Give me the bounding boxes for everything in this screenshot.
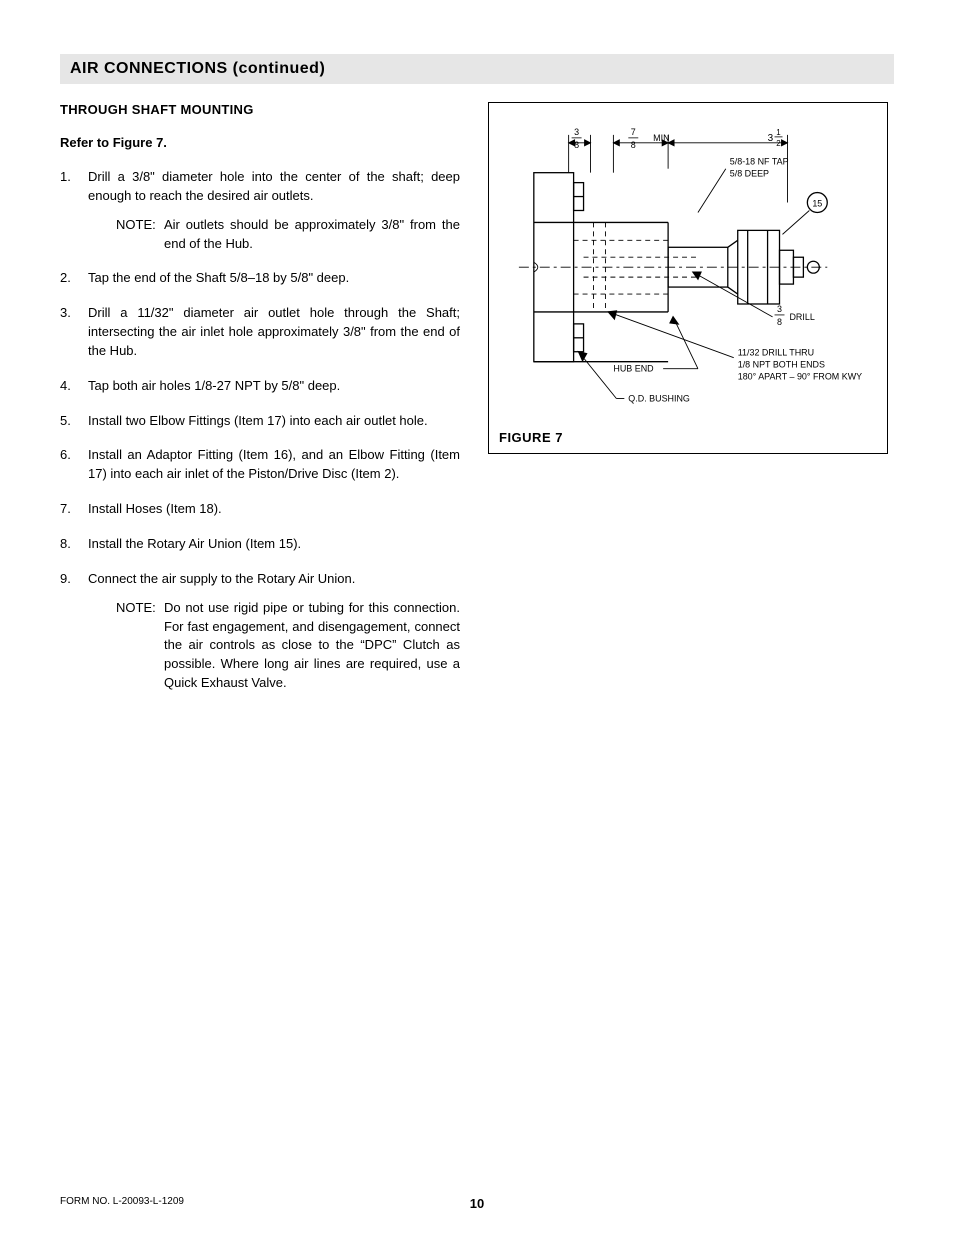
- refer-line: Refer to Figure 7.: [60, 135, 460, 150]
- step-item: Install the Rotary Air Union (Item 15).: [60, 535, 460, 554]
- step-note: NOTE:Do not use rigid pipe or tubing for…: [88, 599, 460, 693]
- section-header: AIR CONNECTIONS (continued): [60, 54, 894, 84]
- step-text: Tap the end of the Shaft 5/8–18 by 5/8" …: [88, 270, 349, 285]
- step-text: Install two Elbow Fittings (Item 17) int…: [88, 413, 428, 428]
- label-apart: 180° APART – 90° FROM KWY: [738, 372, 862, 382]
- note-text: Air outlets should be approximately 3/8"…: [164, 216, 460, 254]
- right-column: 3 8 7 8 MIN 3 1 2 5/8-1: [488, 102, 894, 709]
- step-item: Tap both air holes 1/8-27 NPT by 5/8" de…: [60, 377, 460, 396]
- label-tap1: 5/8-18 NF TAP: [730, 157, 789, 167]
- dim-3-1-2-whole: 3: [768, 133, 774, 144]
- label-npt: 1/8 NPT BOTH ENDS: [738, 360, 825, 370]
- figure-caption: FIGURE 7: [499, 430, 877, 445]
- note-label: NOTE:: [116, 599, 164, 693]
- figure-7-svg: 3 8 7 8 MIN 3 1 2 5/8-1: [499, 113, 877, 421]
- drill-3-8-num: 3: [777, 304, 782, 314]
- dim-min: MIN: [653, 133, 669, 143]
- dim-3-8-den: 8: [574, 140, 579, 150]
- step-text: Drill a 11/32" diameter air outlet hole …: [88, 305, 460, 358]
- step-item: Install Hoses (Item 18).: [60, 500, 460, 519]
- figure-7: 3 8 7 8 MIN 3 1 2 5/8-1: [488, 102, 888, 454]
- step-item: Install two Elbow Fittings (Item 17) int…: [60, 412, 460, 431]
- left-column: THROUGH SHAFT MOUNTING Refer to Figure 7…: [60, 102, 460, 709]
- drill-label: DRILL: [789, 312, 814, 322]
- step-item: Tap the end of the Shaft 5/8–18 by 5/8" …: [60, 269, 460, 288]
- label-hub-end: HUB END: [613, 364, 654, 374]
- page-footer: FORM NO. L-20093-L-1209 10: [60, 1196, 894, 1207]
- steps-list: Drill a 3/8" diameter hole into the cent…: [60, 168, 460, 693]
- balloon-15: 15: [812, 199, 822, 209]
- dim-3-8-num: 3: [574, 127, 579, 137]
- dim-7-8-den: 8: [631, 140, 636, 150]
- page-number: 10: [470, 1196, 484, 1211]
- label-qd: Q.D. BUSHING: [628, 393, 690, 403]
- form-number: FORM NO. L-20093-L-1209: [60, 1196, 184, 1207]
- step-item: Connect the air supply to the Rotary Air…: [60, 570, 460, 693]
- step-note: NOTE:Air outlets should be approximately…: [88, 216, 460, 254]
- dim-3-1-2-den: 2: [776, 139, 781, 148]
- step-text: Drill a 3/8" diameter hole into the cent…: [88, 169, 460, 203]
- step-text: Tap both air holes 1/8-27 NPT by 5/8" de…: [88, 378, 340, 393]
- section-title: AIR CONNECTIONS (continued): [70, 60, 884, 78]
- step-item: Install an Adaptor Fitting (Item 16), an…: [60, 446, 460, 484]
- subheading: THROUGH SHAFT MOUNTING: [60, 102, 460, 117]
- dim-3-1-2-num: 1: [776, 128, 781, 137]
- note-text: Do not use rigid pipe or tubing for this…: [164, 599, 460, 693]
- step-item: Drill a 11/32" diameter air outlet hole …: [60, 304, 460, 361]
- step-item: Drill a 3/8" diameter hole into the cent…: [60, 168, 460, 253]
- dim-7-8-num: 7: [631, 127, 636, 137]
- note-label: NOTE:: [116, 216, 164, 254]
- step-text: Install the Rotary Air Union (Item 15).: [88, 536, 301, 551]
- step-text: Install an Adaptor Fitting (Item 16), an…: [88, 447, 460, 481]
- drill-3-8-den: 8: [777, 317, 782, 327]
- step-text: Install Hoses (Item 18).: [88, 501, 222, 516]
- label-tap2: 5/8 DEEP: [730, 169, 769, 179]
- label-drill-thru: 11/32 DRILL THRU: [738, 348, 814, 358]
- step-text: Connect the air supply to the Rotary Air…: [88, 571, 355, 586]
